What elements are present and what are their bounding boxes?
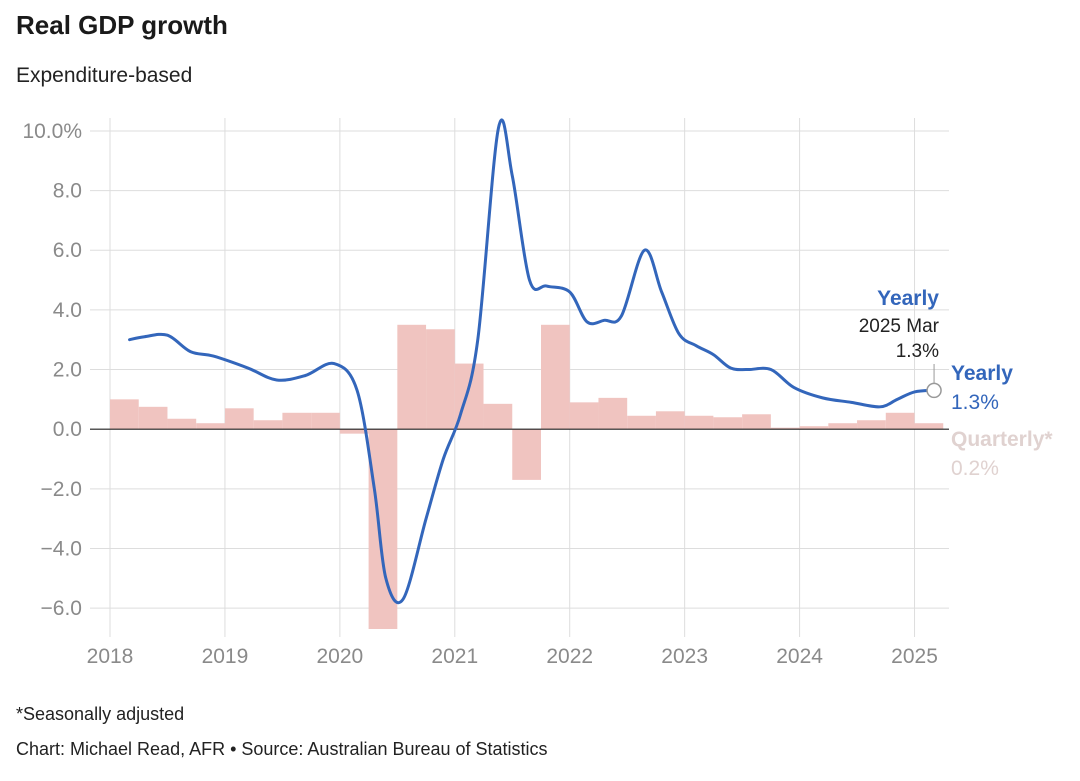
- yearly-series-line: [128, 118, 936, 605]
- quarterly-bar: [167, 418, 197, 430]
- quarterly-bar: [885, 412, 915, 430]
- tooltip-series-name: Yearly: [877, 287, 939, 310]
- tooltip-value: 1.3%: [896, 341, 939, 362]
- quarterly-bar: [110, 399, 139, 430]
- tooltip-marker: [926, 382, 942, 399]
- quarterly-bar: [540, 324, 570, 430]
- quarterly-bar: [598, 397, 628, 430]
- quarterly-end-label-name: Quarterly*: [951, 428, 1053, 451]
- quarterly-bar: [857, 420, 886, 430]
- quarterly-bar: [770, 427, 800, 430]
- quarterly-bar: [282, 412, 312, 430]
- x-tick-label: 2021: [431, 645, 478, 668]
- y-tick-label: 4.0: [53, 299, 82, 322]
- quarterly-bar: [311, 412, 340, 430]
- chart-title: Real GDP growth: [16, 10, 228, 40]
- quarterly-bar: [569, 402, 599, 430]
- chart-credit: Chart: Michael Read, AFR • Source: Austr…: [16, 739, 548, 759]
- quarterly-bar: [339, 429, 369, 434]
- quarterly-bar: [828, 423, 858, 430]
- footnote: *Seasonally adjusted: [16, 704, 185, 724]
- quarterly-bar: [512, 429, 541, 480]
- quarterly-bar: [138, 406, 168, 430]
- yearly-end-label-name: Yearly: [951, 362, 1013, 385]
- y-tick-label: 10.0%: [22, 120, 82, 143]
- y-tick-label: 0.0: [53, 418, 82, 441]
- y-tick-label: 6.0: [53, 239, 82, 262]
- quarterly-end-label-value: 0.2%: [951, 457, 999, 480]
- x-tick-label: 2018: [87, 645, 134, 668]
- x-tick-label: 2024: [776, 645, 823, 668]
- quarterly-bar: [742, 414, 771, 430]
- quarterly-bar: [655, 411, 685, 430]
- quarterly-bar: [253, 420, 283, 430]
- gdp-chart: 10.0% 8.0 6.0 4.0 2.0 0.0 −2.0 −4.0 −6.0 2018 201…: [22, 118, 1053, 668]
- x-tick-label: 2023: [661, 645, 708, 668]
- quarterly-bar: [713, 417, 743, 430]
- tooltip-period: 2025 Mar: [859, 316, 940, 337]
- y-tick-label: 8.0: [53, 180, 82, 203]
- x-tick-label: 2019: [202, 645, 249, 668]
- quarterly-bar: [684, 415, 714, 430]
- y-tick-label: 2.0: [53, 359, 82, 382]
- y-tick-label: −2.0: [41, 478, 82, 501]
- quarterly-bar: [799, 426, 829, 430]
- x-tick-label: 2022: [546, 645, 593, 668]
- y-tick-label: −6.0: [41, 597, 82, 620]
- chart-subtitle: Expenditure-based: [16, 64, 193, 87]
- quarterly-bar: [397, 324, 427, 430]
- quarterly-bar: [914, 423, 944, 430]
- quarterly-bar: [426, 329, 455, 430]
- quarterly-bar: [483, 403, 513, 430]
- x-tick-label: 2020: [317, 645, 364, 668]
- quarterly-bar: [196, 423, 225, 430]
- quarterly-bar: [627, 415, 656, 430]
- quarterly-bar: [224, 408, 254, 430]
- yearly-end-label-value: 1.3%: [951, 391, 999, 414]
- x-tick-label: 2025: [891, 645, 938, 668]
- y-tick-label: −4.0: [41, 537, 82, 560]
